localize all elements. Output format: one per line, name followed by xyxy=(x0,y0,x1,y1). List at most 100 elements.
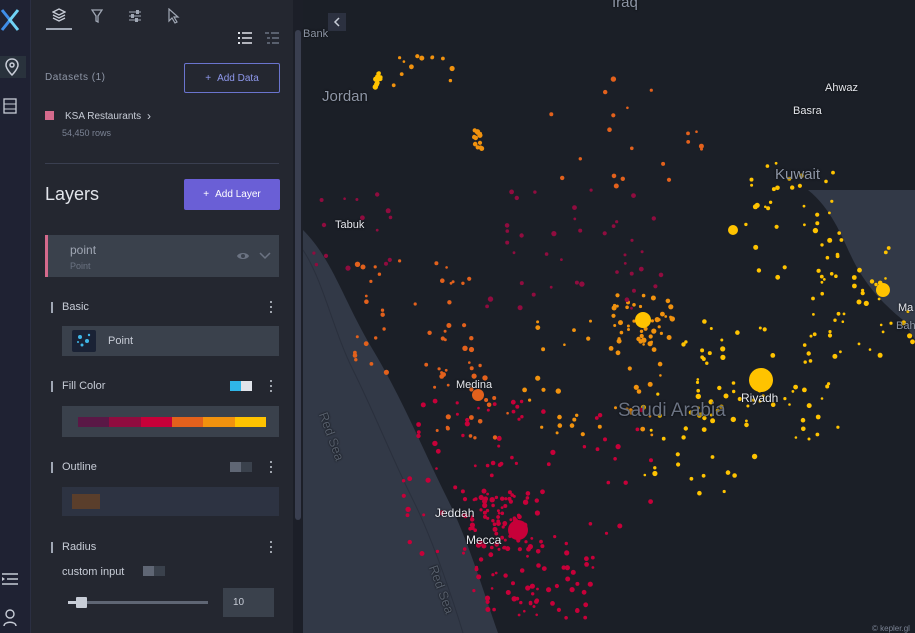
tab-map-style[interactable] xyxy=(161,2,187,30)
restaurant-point xyxy=(774,224,779,229)
layer-name[interactable]: point xyxy=(70,243,97,257)
restaurant-point xyxy=(564,616,568,620)
radius-slider-handle[interactable] xyxy=(76,597,87,608)
user-icon[interactable] xyxy=(0,607,20,629)
restaurant-point xyxy=(492,396,497,400)
restaurant-point xyxy=(782,265,787,270)
restaurant-point xyxy=(499,461,504,466)
restaurant-point xyxy=(377,272,382,276)
restaurant-point xyxy=(534,510,540,516)
layer-type-select[interactable]: Point xyxy=(62,326,279,356)
restaurant-point xyxy=(842,312,846,316)
restaurant-point xyxy=(595,447,600,452)
restaurant-point xyxy=(836,311,841,316)
restaurant-point xyxy=(762,327,767,332)
restaurant-point xyxy=(497,547,501,551)
restaurant-point xyxy=(443,329,447,333)
restaurant-point xyxy=(720,346,726,352)
restaurant-point xyxy=(664,315,668,318)
radius-input[interactable]: 10 xyxy=(223,588,274,617)
add-data-button[interactable]: + Add Data xyxy=(184,63,280,93)
restaurant-point xyxy=(374,81,380,87)
restaurant-point xyxy=(511,596,517,602)
radius-slider-track[interactable] xyxy=(68,601,208,604)
restaurant-point xyxy=(380,308,385,312)
restaurant-point xyxy=(546,587,552,593)
restaurant-point xyxy=(489,497,495,503)
restaurant-point xyxy=(554,583,559,589)
restaurant-point xyxy=(512,251,516,255)
restaurant-point xyxy=(676,462,681,467)
layer-card[interactable]: point Point xyxy=(45,235,279,277)
fill-color-menu-icon[interactable] xyxy=(269,380,273,392)
restaurant-point xyxy=(666,335,672,340)
restaurant-point xyxy=(449,65,455,72)
fill-color-toggle[interactable] xyxy=(230,381,252,391)
list-view-toggle[interactable] xyxy=(236,30,254,46)
basic-section-label: Basic xyxy=(62,301,89,313)
restaurant-point xyxy=(744,422,749,428)
restaurant-point xyxy=(565,576,571,582)
restaurant-point xyxy=(615,293,620,298)
restaurant-point xyxy=(629,271,634,276)
restaurant-point xyxy=(509,189,514,195)
outline-toggle[interactable] xyxy=(230,462,252,472)
restaurant-point xyxy=(820,397,824,400)
chevron-down-icon[interactable] xyxy=(258,248,272,262)
tab-filters[interactable] xyxy=(84,2,110,30)
map-canvas[interactable] xyxy=(303,0,915,633)
restaurant-point xyxy=(625,407,629,411)
ramp-step xyxy=(171,417,204,427)
dataset-color-swatch[interactable] xyxy=(45,111,54,120)
restaurant-point xyxy=(534,599,539,604)
restaurant-point xyxy=(469,336,474,341)
ordered-view-toggle[interactable] xyxy=(263,30,281,46)
restaurant-point xyxy=(635,427,640,432)
restaurant-point xyxy=(591,566,595,569)
color-range-select[interactable] xyxy=(62,406,279,437)
restaurant-point xyxy=(651,328,657,334)
restaurant-point xyxy=(588,522,593,526)
restaurant-point xyxy=(465,417,470,423)
eye-icon[interactable] xyxy=(236,249,250,263)
restaurant-point xyxy=(504,223,510,228)
restaurant-point xyxy=(483,514,487,519)
restaurant-point xyxy=(604,531,609,535)
restaurant-point xyxy=(575,413,579,417)
table-icon[interactable] xyxy=(0,95,20,117)
chevron-right-icon[interactable]: › xyxy=(147,109,151,123)
restaurant-point xyxy=(640,250,644,254)
restaurant-point xyxy=(500,506,504,509)
restaurant-point xyxy=(462,547,467,551)
radius-menu-icon[interactable] xyxy=(269,541,273,553)
collapse-panel-button[interactable] xyxy=(328,13,346,31)
restaurant-point xyxy=(697,490,702,496)
outline-menu-icon[interactable] xyxy=(269,461,273,473)
custom-input-toggle[interactable] xyxy=(143,566,165,576)
dataset-name[interactable]: KSA Restaurants xyxy=(65,111,142,122)
restaurant-point xyxy=(435,448,441,454)
restaurant-point xyxy=(650,295,656,301)
restaurant-point xyxy=(468,434,473,438)
restaurant-point xyxy=(360,215,365,221)
map-pin-icon[interactable] xyxy=(0,56,26,78)
outline-color-select[interactable] xyxy=(62,487,279,516)
restaurant-point xyxy=(432,398,438,404)
restaurant-point xyxy=(754,202,760,208)
restaurant-point xyxy=(586,336,591,341)
restaurant-point xyxy=(401,493,406,498)
restaurant-point xyxy=(719,404,724,409)
restaurant-cluster xyxy=(749,368,773,392)
panel-scrollbar[interactable] xyxy=(295,30,301,520)
map-attribution[interactable]: © kepler.gl xyxy=(872,624,910,633)
map-label-bah: Bah xyxy=(896,320,915,332)
restaurant-point xyxy=(770,353,776,358)
add-layer-button[interactable]: + Add Layer xyxy=(184,179,280,210)
tab-interactions[interactable] xyxy=(122,2,148,30)
tab-layers[interactable] xyxy=(46,2,72,30)
menu-collapse-icon[interactable] xyxy=(0,568,20,590)
restaurant-point xyxy=(661,161,666,166)
restaurant-point xyxy=(505,546,511,552)
basic-menu-icon[interactable] xyxy=(269,301,273,313)
restaurant-point xyxy=(607,127,612,132)
